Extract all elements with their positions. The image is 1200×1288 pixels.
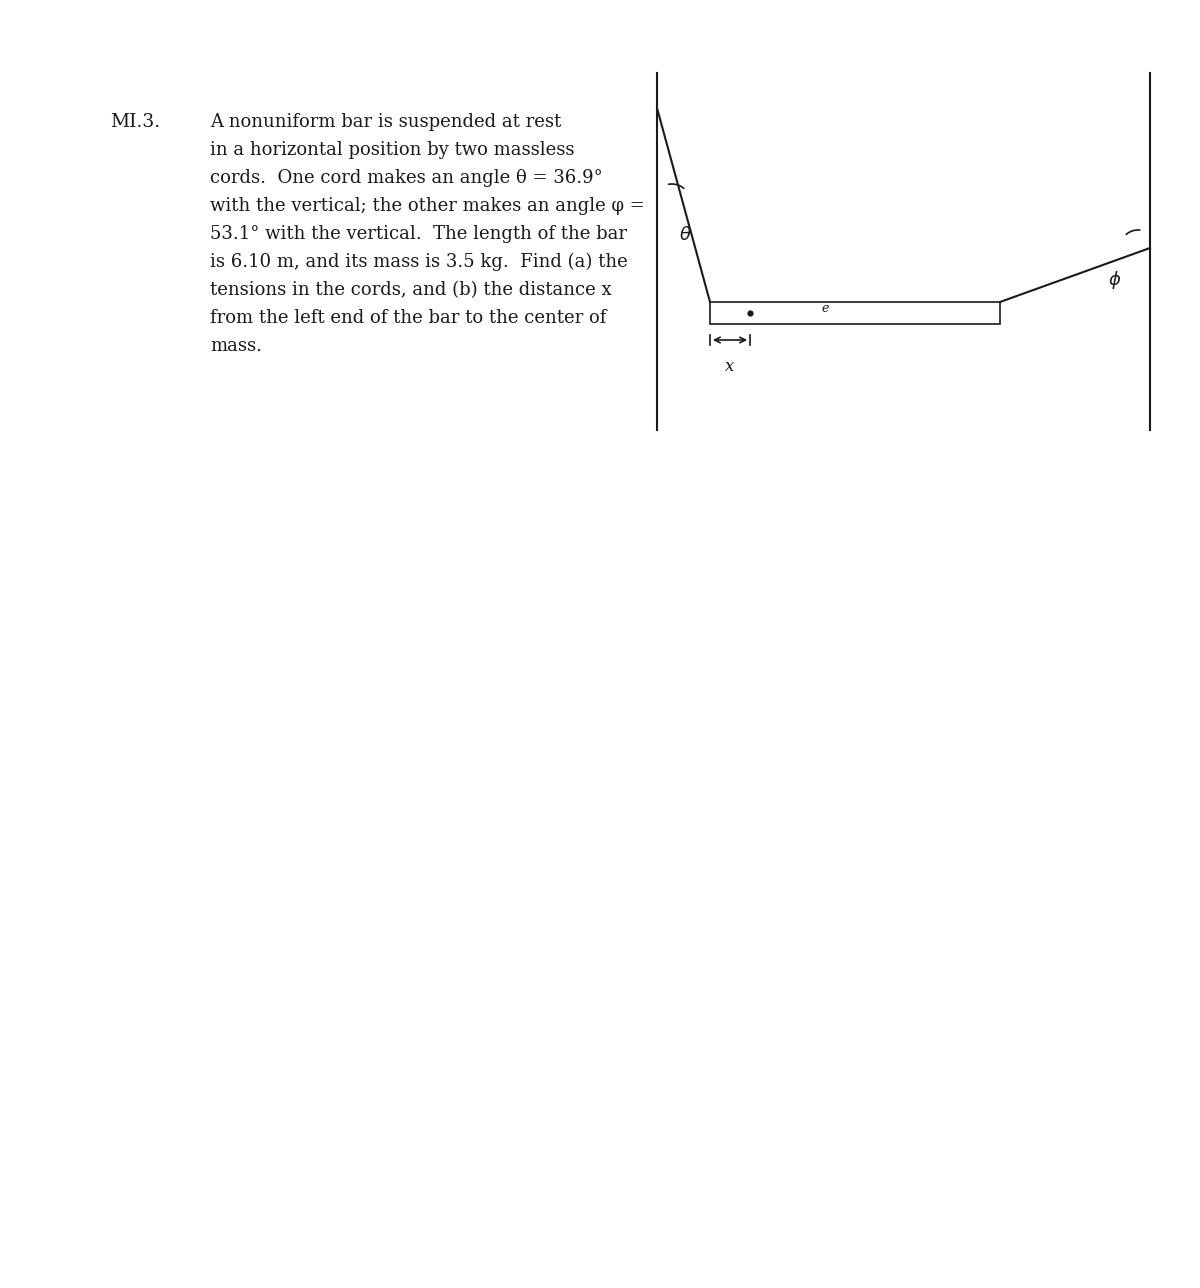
Text: MI.3.: MI.3.	[110, 113, 160, 131]
Text: from the left end of the bar to the center of: from the left end of the bar to the cent…	[210, 309, 606, 327]
Text: with the vertical; the other makes an angle φ =: with the vertical; the other makes an an…	[210, 197, 644, 215]
Text: e: e	[821, 301, 829, 314]
Text: mass.: mass.	[210, 337, 262, 355]
Bar	[710, 301, 1000, 325]
Text: is 6.10 m, and its mass is 3.5 kg.  Find (a) the: is 6.10 m, and its mass is 3.5 kg. Find …	[210, 252, 628, 272]
Text: 53.1° with the vertical.  The length of the bar: 53.1° with the vertical. The length of t…	[210, 225, 628, 243]
Text: $\phi$: $\phi$	[1109, 269, 1122, 291]
Text: in a horizontal position by two massless: in a horizontal position by two massless	[210, 140, 575, 158]
Text: $\theta$: $\theta$	[679, 225, 691, 243]
Text: A nonuniform bar is suspended at rest: A nonuniform bar is suspended at rest	[210, 113, 562, 131]
Text: cords.  One cord makes an angle θ = 36.9°: cords. One cord makes an angle θ = 36.9°	[210, 169, 602, 187]
Text: tensions in the cords, and (b) the distance x: tensions in the cords, and (b) the dista…	[210, 281, 612, 299]
Text: x: x	[725, 358, 734, 375]
